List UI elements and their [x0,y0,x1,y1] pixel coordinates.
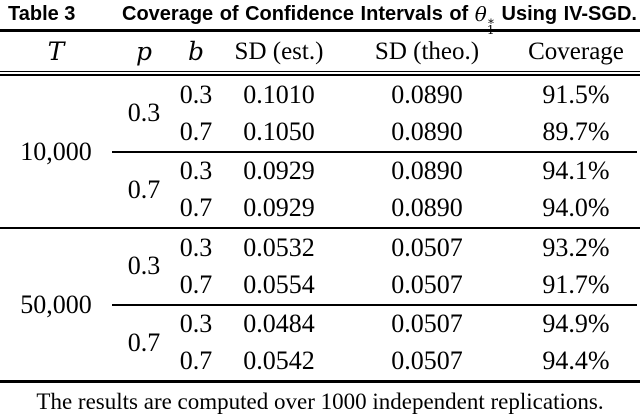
table-number: Table 3 [8,3,76,25]
table-caption: Table 3 Coverage of Confidence Intervals… [0,0,640,36]
cell-sd-est: 0.1010 [243,79,315,109]
cell-b: 0.3 [179,156,213,186]
header-b: b [187,37,204,66]
t-group-10000: 10,000 0.3 0.3 0.1010 0.0890 91.5% 0.7 0 [0,76,640,227]
cell-sd-theo: 0.0507 [391,269,463,299]
table-row: 0.7 0.0542 0.0507 94.4% [176,343,640,380]
table-header-row: T p b SD (est.) SD (theo.) Coverage [0,32,640,71]
cell-b: 0.3 [179,232,213,262]
cell-b: 0.7 [179,116,213,146]
cell-sd-theo: 0.0507 [391,309,463,339]
cell-p: 0.3 [127,251,161,281]
cell-p: 0.7 [127,327,161,357]
table-row: 0.7 0.0929 0.0890 94.0% [176,190,640,227]
cell-coverage: 94.0% [542,193,610,223]
header-T: T [47,37,65,66]
cell-coverage: 94.4% [542,346,610,376]
cell-sd-theo: 0.0507 [391,346,463,376]
table-row: 0.3 0.0929 0.0890 94.1% [176,153,640,190]
cell-sd-est: 0.0929 [243,156,315,186]
cell-p: 0.3 [127,98,161,128]
cell-sd-est: 0.0542 [243,346,315,376]
cell-sd-est: 0.1050 [243,116,315,146]
t-group-50000: 50,000 0.3 0.3 0.0532 0.0507 93.2% 0.7 0 [0,229,640,380]
cell-b: 0.7 [179,346,213,376]
header-sd-est: SD (est.) [234,37,324,65]
table-row: 0.3 0.1010 0.0890 91.5% [176,76,640,113]
theta-superscript: ∗ [486,14,495,28]
cell-sd-theo: 0.0890 [391,116,463,146]
title-word: Confidence [245,3,355,25]
table-row: 0.7 0.1050 0.0890 89.7% [176,113,640,150]
title-word: Intervals [360,3,443,25]
p-group: 0.7 0.3 0.0484 0.0507 94.9% 0.7 0.0542 0… [112,306,640,381]
cell-sd-est: 0.0484 [243,309,315,339]
cell-sd-theo: 0.0890 [391,193,463,223]
header-p: p [135,37,152,66]
cell-T: 10,000 [20,136,92,166]
cell-coverage: 89.7% [542,116,610,146]
bottom-rule [0,380,640,383]
cell-coverage: 94.9% [542,309,610,339]
cell-b: 0.7 [179,269,213,299]
table-footnote: The results are computed over 1000 indep… [36,388,604,414]
cell-b: 0.3 [179,309,213,339]
title-word: Using [501,3,558,25]
table-title-text: Coverage of Confidence Intervals of θ∗1 … [122,2,637,36]
cell-b: 0.7 [179,193,213,223]
cell-p: 0.7 [127,174,161,204]
table-row: 0.7 0.0554 0.0507 91.7% [176,266,640,303]
cell-coverage: 94.1% [542,156,610,186]
header-sd-theo: SD (theo.) [374,37,480,65]
cell-coverage: 93.2% [542,232,610,262]
group-separator-rule [0,227,640,229]
top-rule [0,29,640,32]
p-group: 0.3 0.3 0.1010 0.0890 91.5% 0.7 0.1050 0… [112,76,640,151]
cell-b: 0.3 [179,79,213,109]
table-body: 10,000 0.3 0.3 0.1010 0.0890 91.5% 0.7 0 [0,76,640,380]
p-group: 0.7 0.3 0.0929 0.0890 94.1% 0.7 0.0929 0… [112,153,640,228]
title-word: of [219,3,239,25]
partial-rule [112,303,637,306]
cell-sd-theo: 0.0507 [391,232,463,262]
cell-coverage: 91.7% [542,269,610,299]
cell-T: 50,000 [20,289,92,319]
title-word: of [449,3,469,25]
table-row: 0.3 0.0484 0.0507 94.9% [176,306,640,343]
cell-sd-est: 0.0929 [243,193,315,223]
header-coverage: Coverage [528,37,624,65]
cell-sd-theo: 0.0890 [391,156,463,186]
title-word: IV-SGD. [563,3,637,25]
cell-coverage: 91.5% [542,79,610,109]
p-group: 0.3 0.3 0.0532 0.0507 93.2% 0.7 0.0554 0… [112,229,640,304]
cell-sd-theo: 0.0890 [391,79,463,109]
title-word: Coverage [122,3,214,25]
header-double-rule [0,71,640,76]
cell-sd-est: 0.0554 [243,269,315,299]
cell-sd-est: 0.0532 [243,232,315,262]
partial-rule [112,150,637,153]
table-row: 0.3 0.0532 0.0507 93.2% [176,229,640,266]
